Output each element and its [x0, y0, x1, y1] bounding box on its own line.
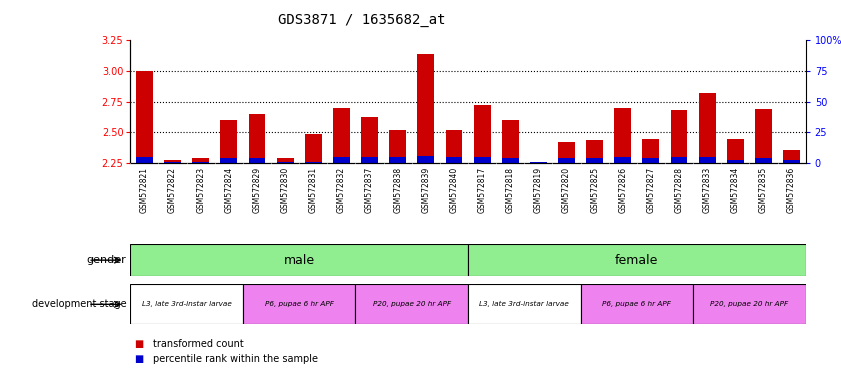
Bar [473, 157, 490, 163]
Text: L3, late 3rd-instar larvae: L3, late 3rd-instar larvae [479, 301, 569, 307]
Text: P20, pupae 20 hr APF: P20, pupae 20 hr APF [373, 301, 451, 307]
Bar [502, 120, 519, 163]
Text: GSM572827: GSM572827 [647, 167, 655, 213]
Bar [389, 157, 406, 163]
Bar [614, 157, 632, 163]
Text: GSM572820: GSM572820 [562, 167, 571, 213]
Bar [333, 157, 350, 163]
Text: P6, pupae 6 hr APF: P6, pupae 6 hr APF [602, 301, 671, 307]
Text: development stage: development stage [31, 299, 126, 310]
Text: ■: ■ [135, 339, 144, 349]
Text: GDS3871 / 1635682_at: GDS3871 / 1635682_at [278, 13, 446, 27]
Bar [249, 158, 266, 163]
Text: GSM572838: GSM572838 [394, 167, 402, 213]
Bar [446, 130, 463, 163]
Bar [558, 158, 575, 163]
Bar [356, 284, 468, 324]
Text: GSM572826: GSM572826 [618, 167, 627, 213]
Text: GSM572817: GSM572817 [478, 167, 487, 213]
Bar [193, 158, 209, 163]
Text: GSM572840: GSM572840 [449, 167, 458, 214]
Bar [193, 162, 209, 163]
Bar [580, 284, 693, 324]
Text: P6, pupae 6 hr APF: P6, pupae 6 hr APF [265, 301, 334, 307]
Bar [755, 158, 772, 163]
Bar [783, 159, 800, 163]
Text: male: male [283, 254, 315, 266]
Bar [243, 284, 356, 324]
Bar [502, 158, 519, 163]
Bar [333, 108, 350, 163]
Text: ■: ■ [135, 354, 144, 364]
Text: GSM572836: GSM572836 [787, 167, 796, 214]
Text: GSM572824: GSM572824 [225, 167, 233, 213]
Text: gender: gender [87, 255, 126, 265]
Bar [304, 162, 322, 163]
Bar [530, 162, 547, 163]
Text: GSM572832: GSM572832 [337, 167, 346, 213]
Text: GSM572828: GSM572828 [674, 167, 684, 213]
Bar [220, 158, 237, 163]
Text: GSM572829: GSM572829 [252, 167, 262, 213]
Bar [530, 163, 547, 164]
Bar [755, 109, 772, 163]
Text: P20, pupae 20 hr APF: P20, pupae 20 hr APF [711, 301, 789, 307]
Bar [727, 159, 743, 163]
Bar [670, 157, 687, 163]
Bar [558, 142, 575, 163]
Bar [277, 162, 294, 163]
Bar [220, 120, 237, 163]
Bar [389, 130, 406, 163]
Bar [361, 116, 378, 163]
Text: GSM572822: GSM572822 [168, 167, 177, 213]
Bar [727, 139, 743, 163]
Text: GSM572834: GSM572834 [731, 167, 740, 214]
Bar [783, 150, 800, 163]
Bar [136, 157, 153, 163]
Bar [277, 158, 294, 163]
Bar [699, 157, 716, 163]
Bar [417, 156, 434, 163]
Text: GSM572831: GSM572831 [309, 167, 318, 213]
Text: GSM572818: GSM572818 [505, 167, 515, 213]
Bar [130, 284, 243, 324]
Text: GSM572821: GSM572821 [140, 167, 149, 213]
Text: GSM572839: GSM572839 [421, 167, 431, 214]
Bar [614, 108, 632, 163]
Bar [586, 140, 603, 163]
Bar [164, 162, 181, 163]
Bar [468, 244, 806, 276]
Bar [249, 114, 266, 163]
Bar [130, 244, 468, 276]
Bar [643, 139, 659, 163]
Bar [643, 158, 659, 163]
Text: GSM572830: GSM572830 [281, 167, 289, 214]
Bar [473, 106, 490, 163]
Bar [136, 71, 153, 163]
Bar [417, 54, 434, 163]
Text: GSM572837: GSM572837 [365, 167, 374, 214]
Text: GSM572833: GSM572833 [703, 167, 711, 214]
Text: transformed count: transformed count [153, 339, 244, 349]
Text: GSM572825: GSM572825 [590, 167, 599, 213]
Bar [693, 284, 806, 324]
Text: L3, late 3rd-instar larvae: L3, late 3rd-instar larvae [141, 301, 231, 307]
Bar [586, 158, 603, 163]
Bar [164, 159, 181, 163]
Text: GSM572823: GSM572823 [196, 167, 205, 213]
Bar [304, 134, 322, 163]
Bar [446, 157, 463, 163]
Text: GSM572835: GSM572835 [759, 167, 768, 214]
Bar [699, 93, 716, 163]
Bar [670, 110, 687, 163]
Bar [361, 157, 378, 163]
Text: GSM572819: GSM572819 [534, 167, 542, 213]
Bar [468, 284, 580, 324]
Text: percentile rank within the sample: percentile rank within the sample [153, 354, 318, 364]
Text: female: female [615, 254, 659, 266]
